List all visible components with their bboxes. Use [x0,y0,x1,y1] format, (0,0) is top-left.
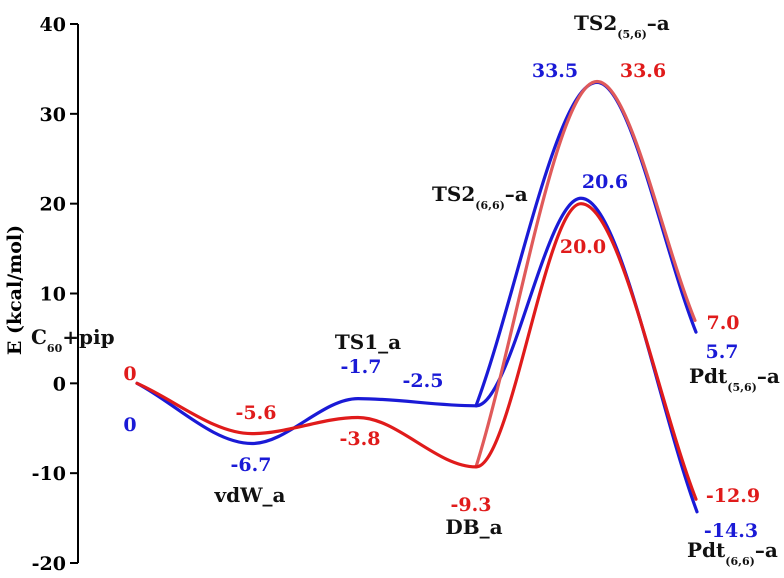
state-label-ts2_66: TS2(6,6)–a [432,182,528,212]
blue-value-label-db: -2.5 [403,370,444,392]
red-value-label-ts1: -3.8 [340,428,381,450]
state-label-tail: +pip [62,325,114,349]
y-tick-label: -20 [32,553,66,573]
state-label-c60pip: C60+pip [31,325,115,355]
state-label-main: TS2 [432,182,475,206]
red-main-path-curve [135,202,698,501]
state-label-tail: –a [757,364,780,388]
energy-curves [135,79,699,514]
red-value-label-pdt_66: -12.9 [706,485,760,507]
state-label-pdt_66: Pdt(6,6)–a [687,538,778,568]
y-tick-label: 30 [40,104,66,126]
y-axis-label: E (kcal/mol) [4,225,26,355]
state-label-main: TS2 [574,11,617,35]
blue-value-label-ts1: -1.7 [341,356,382,378]
state-label-vdw: vdW_a [213,483,285,507]
blue-value-label-vdw: -6.7 [231,454,272,476]
y-axis: -20 -10 0 10 20 30 40 [32,14,79,575]
state-label-tail: –a [647,11,670,35]
blue-value-label-c60pip: 0 [123,414,136,436]
state-label-subscript: (6,6) [475,199,505,212]
y-tick-label: -10 [32,463,66,485]
state-label-tail: –a [755,538,778,562]
red-value-label-c60pip: 0 [123,363,136,385]
y-tick-label: 10 [40,284,66,306]
y-tick-label: 20 [40,194,66,216]
state-label-main: vdW_a [213,483,285,507]
blue-value-label-ts2_66: 20.6 [582,171,628,193]
red-value-label-ts2_66: 20.0 [560,236,606,258]
state-label-main: Pdt [689,364,728,388]
state-label-main: Pdt [687,538,726,562]
red-upper-branch-curve [474,79,697,469]
value-labels: 0 -6.7 -1.7 -2.5 20.6 33.5 5.7 -14.3 0 -5.6 -3.8 -9… [123,60,760,542]
red-value-label-ts2_56: 33.6 [620,60,666,82]
state-label-subscript: (6,6) [725,555,755,568]
state-label-pdt_56: Pdt(5,6)–a [689,364,780,394]
red-value-label-vdw: -5.6 [236,402,277,424]
red-value-label-pdt_56: 7.0 [706,312,739,334]
state-label-subscript: 60 [47,342,63,355]
y-tick-label: 40 [40,14,66,36]
state-label-subscript: (5,6) [727,381,757,394]
state-label-main: C [31,325,47,349]
state-label-tail: –a [505,182,528,206]
red-value-label-db: -9.3 [451,494,492,516]
blue-value-label-pdt_66: -14.3 [704,520,758,542]
state-label-ts2_56: TS2(5,6)–a [574,11,670,41]
state-label-db: DB_a [445,515,502,539]
state-label-subscript: (5,6) [617,28,647,41]
y-tick-label: 0 [53,373,66,395]
state-label-main: DB_a [445,515,502,539]
state-label-ts1: TS1_a [335,330,401,354]
state-label-main: TS1_a [335,330,401,354]
blue-value-label-pdt_56: 5.7 [705,341,738,363]
blue-value-label-ts2_56: 33.5 [532,60,578,82]
state-labels: C60+pipvdW_aTS1_aDB_aTS2(6,6)–aTS2(5,6)–… [31,11,780,568]
